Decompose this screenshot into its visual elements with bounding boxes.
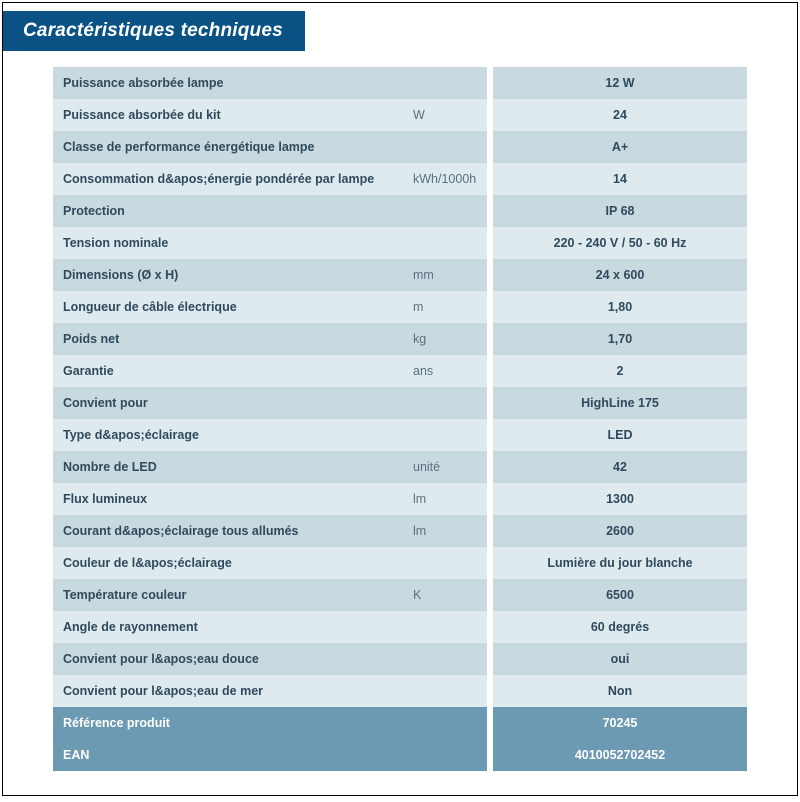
spec-value: 60 degrés [493, 611, 747, 643]
title-bar: Caractéristiques techniques [3, 11, 797, 51]
table-row: Puissance absorbée du kitW24 [53, 99, 747, 131]
spec-unit: K [403, 579, 487, 611]
spec-unit [403, 227, 487, 259]
spec-unit: ans [403, 355, 487, 387]
spec-label: Consommation d&apos;énergie pondérée par… [53, 163, 403, 195]
spec-unit [403, 643, 487, 675]
spec-label: Poids net [53, 323, 403, 355]
spec-label: Convient pour l&apos;eau douce [53, 643, 403, 675]
spec-label: Nombre de LED [53, 451, 403, 483]
table-row: Classe de performance énergétique lampe A… [53, 131, 747, 163]
table-row: Angle de rayonnement 60 degrés [53, 611, 747, 643]
spec-unit [403, 547, 487, 579]
spec-value: 70245 [493, 707, 747, 739]
spec-unit: lm [403, 515, 487, 547]
spec-label: Angle de rayonnement [53, 611, 403, 643]
spec-label: Classe de performance énergétique lampe [53, 131, 403, 163]
table-row: Tension nominale 220 - 240 V / 50 - 60 Hz [53, 227, 747, 259]
table-row: Dimensions (Ø x H)mm24 x 600 [53, 259, 747, 291]
table-row: Longueur de câble électriquem1,80 [53, 291, 747, 323]
table-row: Couleur de l&apos;éclairage Lumière du jo… [53, 547, 747, 579]
spec-value: 1,80 [493, 291, 747, 323]
spec-value: oui [493, 643, 747, 675]
spec-unit: mm [403, 259, 487, 291]
spec-label: Température couleur [53, 579, 403, 611]
spec-unit: m [403, 291, 487, 323]
spec-unit [403, 195, 487, 227]
spec-value: HighLine 175 [493, 387, 747, 419]
spec-unit: kg [403, 323, 487, 355]
table-row: Type d&apos;éclairage LED [53, 419, 747, 451]
spec-label: Convient pour [53, 387, 403, 419]
page-frame: Caractéristiques techniques Puissance ab… [2, 2, 798, 796]
section-title: Caractéristiques techniques [3, 11, 305, 51]
spec-unit [403, 419, 487, 451]
table-row: Convient pour l&apos;eau douce oui [53, 643, 747, 675]
spec-value: 1300 [493, 483, 747, 515]
spec-value: 4010052702452 [493, 739, 747, 771]
spec-label: Protection [53, 195, 403, 227]
spec-label: Puissance absorbée lampe [53, 67, 403, 99]
spec-label: Référence produit [53, 707, 403, 739]
spec-label: Type d&apos;éclairage [53, 419, 403, 451]
spec-unit [403, 387, 487, 419]
spec-table-wrapper: Puissance absorbée lampe12 WPuissance ab… [3, 67, 797, 771]
table-row: Nombre de LEDunité42 [53, 451, 747, 483]
spec-label: Flux lumineux [53, 483, 403, 515]
table-row: Référence produit 70245 [53, 707, 747, 739]
spec-value: 220 - 240 V / 50 - 60 Hz [493, 227, 747, 259]
spec-value: 6500 [493, 579, 747, 611]
spec-label: Tension nominale [53, 227, 403, 259]
spec-value: 2600 [493, 515, 747, 547]
table-row: Puissance absorbée lampe 12 W [53, 67, 747, 99]
spec-unit [403, 675, 487, 707]
spec-label: Longueur de câble électrique [53, 291, 403, 323]
spec-value: Non [493, 675, 747, 707]
spec-value: LED [493, 419, 747, 451]
spec-label: Puissance absorbée du kit [53, 99, 403, 131]
spec-value: IP 68 [493, 195, 747, 227]
table-row: Convient pour l&apos;eau de mer Non [53, 675, 747, 707]
spec-unit: W [403, 99, 487, 131]
table-row: EAN 4010052702452 [53, 739, 747, 771]
spec-unit: kWh/1000h [403, 163, 487, 195]
spec-label: Couleur de l&apos;éclairage [53, 547, 403, 579]
spec-label: Dimensions (Ø x H) [53, 259, 403, 291]
table-row: Poids netkg1,70 [53, 323, 747, 355]
spec-unit: lm [403, 483, 487, 515]
spec-unit [403, 131, 487, 163]
spec-value: 12 W [493, 67, 747, 99]
spec-label: Garantie [53, 355, 403, 387]
spec-table: Puissance absorbée lampe12 WPuissance ab… [53, 67, 747, 771]
table-row: Courant d&apos;éclairage tous alluméslm2… [53, 515, 747, 547]
spec-value: 24 [493, 99, 747, 131]
spec-value: A+ [493, 131, 747, 163]
table-row: Température couleurK6500 [53, 579, 747, 611]
spec-value: 14 [493, 163, 747, 195]
spec-label: Convient pour l&apos;eau de mer [53, 675, 403, 707]
spec-unit: unité [403, 451, 487, 483]
spec-value: 1,70 [493, 323, 747, 355]
spec-label: EAN [53, 739, 403, 771]
spec-unit [403, 739, 487, 771]
table-row: Garantieans2 [53, 355, 747, 387]
table-row: Consommation d&apos;énergie pondérée par… [53, 163, 747, 195]
spec-value: Lumière du jour blanche [493, 547, 747, 579]
spec-value: 24 x 600 [493, 259, 747, 291]
spec-value: 42 [493, 451, 747, 483]
table-row: Protection IP 68 [53, 195, 747, 227]
spec-unit [403, 611, 487, 643]
spec-unit [403, 67, 487, 99]
spec-unit [403, 707, 487, 739]
table-row: Flux lumineuxlm1300 [53, 483, 747, 515]
spec-value: 2 [493, 355, 747, 387]
spec-label: Courant d&apos;éclairage tous allumés [53, 515, 403, 547]
table-row: Convient pour HighLine 175 [53, 387, 747, 419]
